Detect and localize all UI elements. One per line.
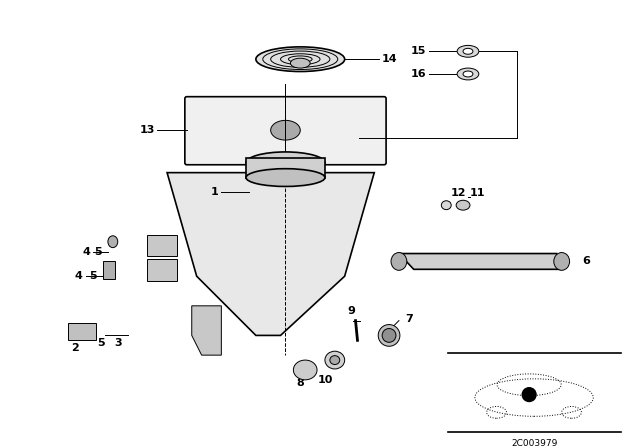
Polygon shape bbox=[167, 172, 374, 336]
Ellipse shape bbox=[456, 200, 470, 210]
Text: 9: 9 bbox=[348, 306, 355, 316]
Bar bbox=[68, 323, 96, 340]
Ellipse shape bbox=[330, 356, 340, 365]
Ellipse shape bbox=[325, 351, 345, 369]
Circle shape bbox=[522, 388, 536, 401]
Text: 14: 14 bbox=[381, 54, 397, 64]
Text: 10: 10 bbox=[317, 375, 333, 385]
Polygon shape bbox=[399, 254, 562, 269]
Ellipse shape bbox=[457, 45, 479, 57]
Text: 5: 5 bbox=[94, 246, 102, 257]
Text: 5: 5 bbox=[97, 338, 105, 348]
Bar bbox=[147, 259, 177, 281]
Ellipse shape bbox=[246, 152, 325, 174]
Text: 5: 5 bbox=[90, 271, 97, 281]
Ellipse shape bbox=[463, 48, 473, 54]
FancyBboxPatch shape bbox=[185, 97, 386, 165]
Text: 16: 16 bbox=[411, 69, 426, 79]
Text: 7: 7 bbox=[405, 314, 413, 323]
Text: 12: 12 bbox=[451, 188, 466, 198]
Ellipse shape bbox=[463, 71, 473, 77]
Ellipse shape bbox=[382, 328, 396, 342]
Text: 11: 11 bbox=[470, 188, 486, 198]
FancyBboxPatch shape bbox=[246, 158, 325, 177]
Text: 3: 3 bbox=[114, 338, 122, 348]
Text: 2: 2 bbox=[72, 343, 79, 353]
Ellipse shape bbox=[554, 253, 570, 270]
Polygon shape bbox=[192, 306, 221, 355]
Ellipse shape bbox=[293, 360, 317, 380]
Bar bbox=[103, 262, 115, 279]
Ellipse shape bbox=[108, 236, 118, 248]
Ellipse shape bbox=[271, 121, 300, 140]
Text: 15: 15 bbox=[411, 46, 426, 56]
Text: 4: 4 bbox=[83, 246, 90, 257]
Ellipse shape bbox=[457, 68, 479, 80]
Ellipse shape bbox=[442, 201, 451, 210]
Ellipse shape bbox=[291, 58, 310, 68]
Ellipse shape bbox=[246, 169, 325, 186]
Ellipse shape bbox=[378, 324, 400, 346]
Ellipse shape bbox=[256, 47, 345, 72]
Text: 4: 4 bbox=[74, 271, 83, 281]
Text: 8: 8 bbox=[296, 378, 304, 388]
Text: 1: 1 bbox=[211, 187, 218, 198]
Ellipse shape bbox=[391, 253, 407, 270]
Text: 2C003979: 2C003979 bbox=[511, 439, 557, 448]
Text: 13: 13 bbox=[140, 125, 155, 135]
Text: 6: 6 bbox=[582, 256, 590, 267]
Bar bbox=[147, 235, 177, 257]
